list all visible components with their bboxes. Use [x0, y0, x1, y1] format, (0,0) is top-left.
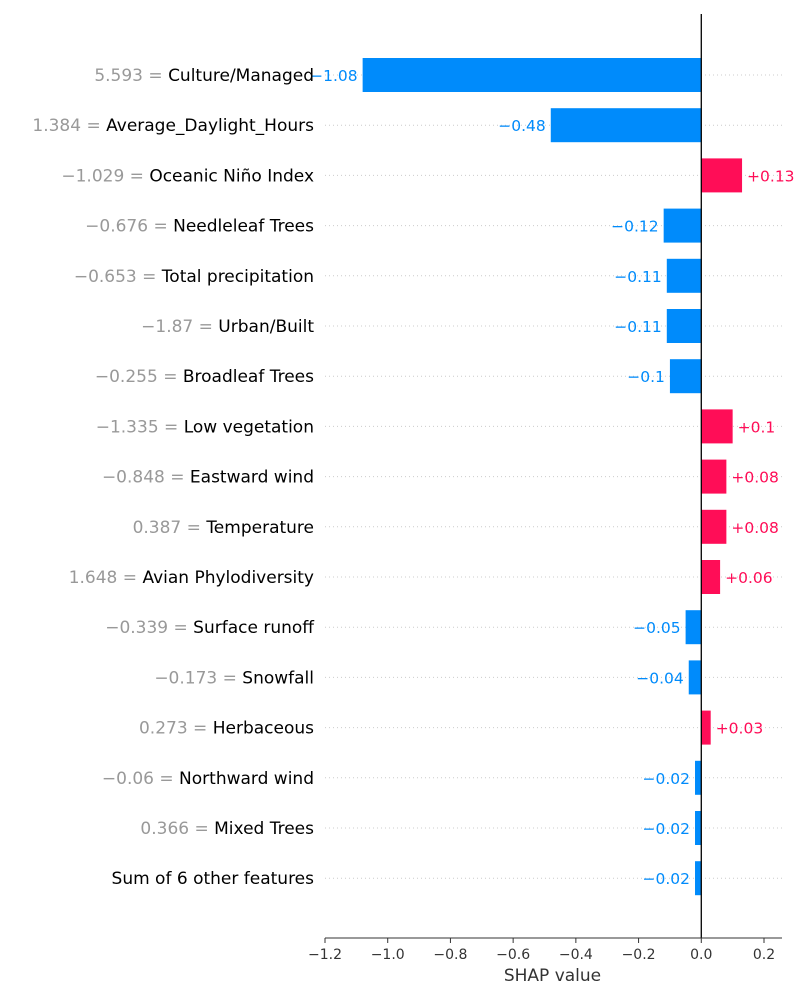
feature-label: 1.384 = Average_Daylight_Hours — [32, 116, 314, 136]
bar-negative — [688, 660, 702, 695]
feature-value: 1.384 = — [32, 116, 106, 136]
feature-label: −1.335 = Low vegetation — [96, 417, 314, 437]
bar-positive — [701, 409, 733, 444]
feature-name: Average_Daylight_Hours — [106, 116, 314, 136]
x-axis: −1.2 −1.0 −0.8 −0.6 −0.4 −0.2 0.0 0.2 — [308, 937, 782, 963]
feature-name: Temperature — [205, 518, 314, 538]
feature-label: −0.653 = Total precipitation — [74, 267, 314, 287]
feature-label: −0.255 = Broadleaf Trees — [95, 367, 314, 387]
feature-label: −0.06 = Northward wind — [102, 769, 314, 789]
feature-name: Surface runoff — [193, 618, 315, 638]
bar-positive — [701, 509, 727, 544]
feature-value: −0.339 = — [105, 618, 193, 638]
feature-label: 5.593 = Culture/Managed — [94, 66, 314, 86]
feature-value: −0.255 = — [95, 367, 183, 387]
feature-value: 5.593 = — [94, 66, 168, 86]
bar-positive — [701, 560, 721, 594]
feature-name: Low vegetation — [184, 417, 314, 437]
feature-value: −0.06 = — [102, 769, 179, 789]
feature-value: −1.87 = — [141, 317, 218, 337]
bar-value-label: +0.1 — [738, 418, 776, 436]
feature-name: Northward wind — [179, 769, 314, 789]
feature-label: −1.029 = Oceanic Niño Index — [61, 166, 314, 186]
bar-negative — [695, 760, 702, 795]
feature-labels: 5.593 = Culture/Managed 1.384 = Average_D… — [32, 66, 315, 889]
feature-name: Urban/Built — [218, 317, 314, 337]
feature-name: Culture/Managed — [168, 66, 314, 86]
bar-negative — [695, 811, 702, 845]
feature-label: −0.848 = Eastward wind — [102, 468, 314, 488]
bar-value-label: −0.12 — [611, 218, 659, 236]
feature-name: Oceanic Niño Index — [149, 166, 314, 186]
feature-name: Eastward wind — [190, 468, 314, 488]
feature-value: −0.676 = — [85, 217, 173, 237]
bar-value-label: −0.11 — [614, 268, 662, 286]
feature-label: 0.366 = Mixed Trees — [140, 819, 314, 839]
x-tick-label: −0.4 — [559, 947, 593, 963]
bar-value-label: +0.08 — [731, 519, 779, 537]
feature-label: Sum of 6 other features — [112, 869, 315, 889]
feature-value: 1.648 = — [69, 568, 143, 588]
bar-negative — [695, 861, 702, 896]
feature-value: −0.173 = — [154, 668, 242, 688]
bar-negative — [362, 58, 702, 92]
x-tick-label: −0.6 — [496, 947, 530, 963]
bar-value-label: −0.02 — [643, 820, 691, 838]
bar-value-label: −0.02 — [643, 870, 691, 888]
feature-name: Sum of 6 other features — [112, 869, 315, 889]
feature-name: Mixed Trees — [214, 819, 314, 839]
feature-name: Broadleaf Trees — [183, 367, 314, 387]
feature-label: −0.339 = Surface runoff — [105, 618, 315, 638]
x-tick-label: −0.2 — [622, 947, 656, 963]
bar-value-label: −1.08 — [310, 67, 358, 85]
bar-positive — [701, 710, 711, 745]
bar-negative — [669, 359, 702, 394]
bar-value-label: −0.48 — [498, 117, 546, 135]
feature-label: 0.387 = Temperature — [133, 518, 314, 538]
bar-negative — [550, 108, 702, 143]
bar-value-label: +0.08 — [731, 469, 779, 487]
bar-value-label: +0.13 — [747, 167, 795, 185]
bar-value-label: −0.05 — [633, 619, 681, 637]
feature-value: 0.366 = — [140, 819, 214, 839]
feature-label: −1.87 = Urban/Built — [141, 317, 314, 337]
bar-negative — [685, 610, 702, 645]
x-tick-label: −1.0 — [371, 947, 405, 963]
bar-value-label: +0.03 — [716, 720, 764, 738]
feature-name: Snowfall — [242, 668, 314, 688]
bar-value-label: +0.06 — [725, 569, 773, 587]
x-tick-label: −0.8 — [433, 947, 467, 963]
bar-negative — [666, 309, 702, 343]
x-tick-label: 0.2 — [753, 947, 775, 963]
x-tick-label: −1.2 — [308, 947, 342, 963]
bars: −1.08 −0.48 +0.13 −0.12 −0.11 −0.11 −0.1 +0.1 +0… — [310, 58, 795, 896]
feature-name: Avian Phylodiversity — [142, 568, 314, 588]
bar-value-label: −0.02 — [643, 770, 691, 788]
bar-negative — [663, 208, 702, 243]
feature-value: −0.848 = — [102, 468, 190, 488]
bar-positive — [701, 158, 743, 193]
feature-label: 0.273 = Herbaceous — [139, 719, 314, 739]
bar-value-label: −0.04 — [636, 669, 684, 687]
feature-label: 1.648 = Avian Phylodiversity — [69, 568, 314, 588]
feature-name: Herbaceous — [213, 719, 314, 739]
x-tick-label: 0.0 — [690, 947, 712, 963]
feature-value: −1.335 = — [96, 417, 184, 437]
feature-label: −0.676 = Needleleaf Trees — [85, 217, 314, 237]
feature-name: Total precipitation — [161, 267, 314, 287]
feature-name: Needleleaf Trees — [173, 217, 314, 237]
feature-label: −0.173 = Snowfall — [154, 668, 314, 688]
feature-value: 0.387 = — [133, 518, 207, 538]
x-axis-title: SHAP value — [504, 966, 601, 986]
bar-positive — [701, 459, 727, 494]
feature-value: −1.029 = — [61, 166, 149, 186]
feature-value: −0.653 = — [74, 267, 162, 287]
bar-negative — [666, 258, 702, 293]
bar-value-label: −0.11 — [614, 318, 662, 336]
feature-value: 0.273 = — [139, 719, 213, 739]
bar-value-label: −0.1 — [627, 368, 665, 386]
